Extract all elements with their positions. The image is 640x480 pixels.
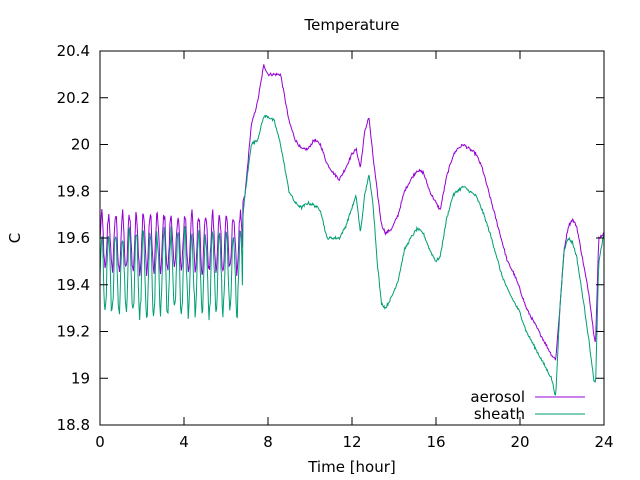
y-tick-label: 19 [71,369,90,387]
x-tick-label: 0 [95,433,105,451]
x-tick-label: 16 [426,433,445,451]
series-line-aerosol [99,64,605,361]
y-axis-label: C [6,233,24,243]
y-tick-label: 19.8 [57,182,90,200]
series-layer [99,64,605,396]
x-tick-label: 8 [263,433,273,451]
y-tick-label: 19.2 [57,323,90,341]
series-line-sheath [99,114,605,396]
x-axis-label: Time [hour] [307,458,396,476]
y-tick-label: 20 [71,136,90,154]
chart-title: Temperature [303,16,399,34]
legend-label-sheath: sheath [474,405,525,423]
x-tick-label: 20 [510,433,529,451]
y-tick-label: 20.2 [57,89,90,107]
legend-label-aerosol: aerosol [470,388,525,406]
x-tick-label: 4 [179,433,189,451]
y-tick-label: 19.4 [57,276,90,294]
y-tick-label: 19.6 [57,229,90,247]
y-tick-label: 18.8 [57,416,90,434]
x-tick-label: 12 [342,433,361,451]
y-tick-label: 20.4 [57,42,90,60]
ticks-layer: 0 4 8 12 16 20 24 18.8 19 19.2 19.4 19.6 19.8 20 20.2 2… [57,42,614,451]
x-tick-label: 24 [594,433,613,451]
